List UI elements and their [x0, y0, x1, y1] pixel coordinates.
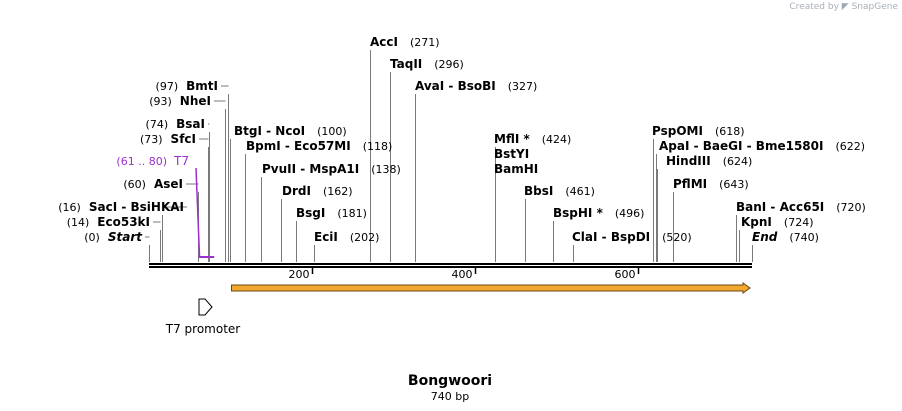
enzyme-position-pspomi: (618) — [715, 125, 745, 138]
enzyme-label-pflmi[interactable]: PflMI — [673, 177, 707, 191]
enzyme-position-eco53ki: (14) — [67, 216, 90, 229]
enzyme-label-apai[interactable]: ApaI - BaeGI - Bme1580I — [659, 139, 823, 153]
tick-label-400: 400 — [452, 268, 473, 281]
t7-promoter-arrow[interactable] — [198, 298, 213, 316]
enzyme-label-nhei[interactable]: NheI — [180, 94, 211, 108]
enzyme-label-start[interactable]: Start — [108, 230, 143, 244]
enzyme-label-kpni[interactable]: KpnI — [741, 215, 772, 229]
enzyme-position-hindiii: (624) — [723, 155, 753, 168]
snapgene-credit: Created by ◤ SnapGene — [789, 2, 898, 12]
enzyme-label-mfli[interactable]: MflI * — [494, 132, 530, 146]
enzyme-label-taqii[interactable]: TaqII — [390, 57, 422, 71]
enzyme-position-mfli: (424) — [542, 133, 572, 146]
enzyme-label-bsai[interactable]: BsaI — [176, 117, 205, 131]
enzyme-position-apai: (622) — [835, 140, 865, 153]
enzyme-position-btgi: (100) — [317, 125, 347, 138]
enzyme-position-kpni: (724) — [784, 216, 814, 229]
enzyme-label-bsgi[interactable]: BsgI — [296, 206, 325, 220]
enzyme-position-clai: (520) — [662, 231, 692, 244]
enzyme-position-bbsi: (461) — [565, 185, 595, 198]
tick-label-200: 200 — [289, 268, 310, 281]
enzyme-label-ecii[interactable]: EciI — [314, 230, 338, 244]
enzyme-label-drdi[interactable]: DrdI — [282, 184, 311, 198]
enzyme-label-eco53ki[interactable]: Eco53kI — [97, 215, 150, 229]
enzyme-position-bsphi: (496) — [615, 207, 645, 220]
enzyme-label-saci[interactable]: SacI - BsiHKAI — [89, 200, 184, 214]
enzyme-label-end[interactable]: End — [752, 230, 778, 244]
enzyme-label-bstyi[interactable]: BstYI — [494, 147, 529, 161]
tick-label-600: 600 — [615, 268, 636, 281]
enzyme-label-bmti[interactable]: BmtI — [186, 79, 218, 93]
enzyme-position-ecii: (202) — [350, 231, 380, 244]
enzyme-position-saci: (16) — [58, 201, 81, 214]
enzyme-position-pvuii: (138) — [371, 163, 401, 176]
enzyme-label-acci[interactable]: AccI — [370, 35, 398, 49]
enzyme-label-bbsi[interactable]: BbsI — [524, 184, 553, 198]
enzyme-position-start: (0) — [84, 231, 100, 244]
enzyme-position-sfci: (73) — [140, 133, 163, 146]
enzyme-label-pspomi[interactable]: PspOMI — [652, 124, 703, 138]
map-length: 740 bp — [431, 390, 469, 403]
map-title: Bongwoori — [408, 373, 492, 389]
credit-prefix: Created by — [789, 2, 839, 12]
enzyme-position-bsai: (74) — [146, 118, 169, 131]
enzyme-position-bsgi: (181) — [337, 207, 367, 220]
enzyme-label-avai[interactable]: AvaI - BsoBI — [415, 79, 496, 93]
enzyme-position-bmti: (97) — [156, 80, 179, 93]
enzyme-label-bamhi[interactable]: BamHI — [494, 162, 538, 176]
enzyme-label-bpmi[interactable]: BpmI - Eco57MI — [246, 139, 351, 153]
enzyme-position-nhei: (93) — [149, 95, 172, 108]
t7-promoter-label: T7 promoter — [165, 322, 241, 336]
primer-label[interactable]: T7 — [173, 154, 189, 168]
enzyme-label-pvuii[interactable]: PvuII - MspA1I — [262, 162, 359, 176]
enzyme-position-avai: (327) — [508, 80, 538, 93]
primer-range: (61 .. 80) — [116, 155, 167, 168]
orf-feature-arrow[interactable] — [230, 282, 751, 294]
enzyme-position-asei: (60) — [123, 178, 146, 191]
primer-line — [195, 167, 201, 257]
enzyme-label-asei[interactable]: AseI — [154, 177, 183, 191]
enzyme-position-taqii: (296) — [434, 58, 464, 71]
enzyme-position-pflmi: (643) — [719, 178, 749, 191]
enzyme-position-bani: (720) — [836, 201, 866, 214]
enzyme-label-sfci[interactable]: SfcI — [171, 132, 196, 146]
credit-brand: SnapGene — [851, 2, 898, 12]
enzyme-label-btgi[interactable]: BtgI - NcoI — [234, 124, 305, 138]
enzyme-position-bpmi: (118) — [363, 140, 393, 153]
enzyme-label-bsphi[interactable]: BspHI * — [553, 206, 604, 220]
snapgene-logo-icon: ◤ — [841, 2, 849, 12]
enzyme-position-drdi: (162) — [323, 185, 353, 198]
enzyme-label-hindiii[interactable]: HindIII — [666, 154, 711, 168]
enzyme-label-clai[interactable]: ClaI - BspDI — [572, 230, 650, 244]
enzyme-label-bani[interactable]: BanI - Acc65I — [736, 200, 824, 214]
enzyme-position-end: (740) — [789, 231, 819, 244]
enzyme-position-acci: (271) — [410, 36, 440, 49]
